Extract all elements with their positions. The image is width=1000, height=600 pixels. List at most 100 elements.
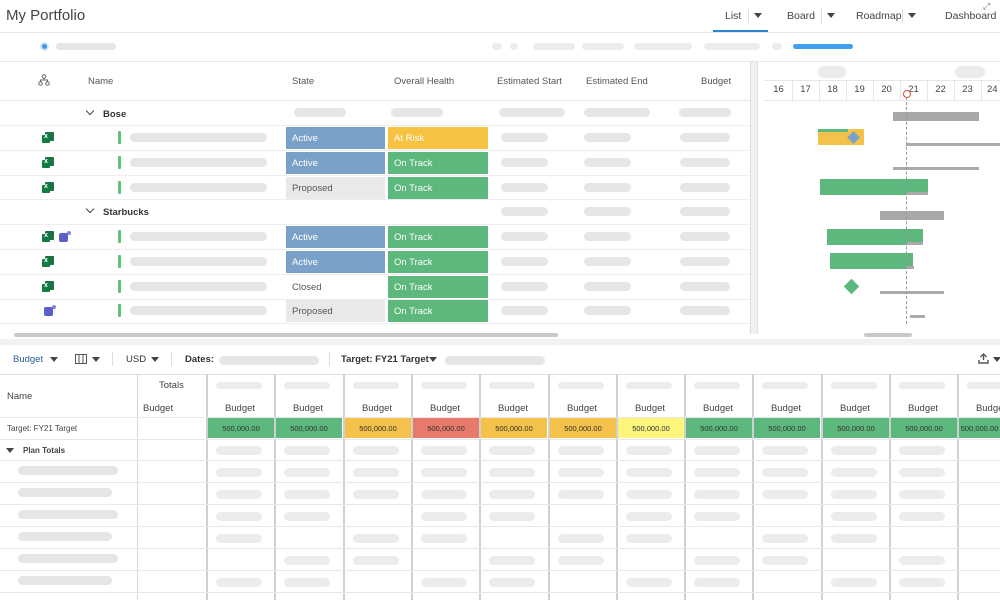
value-placeholder[interactable] <box>626 446 672 455</box>
expand-icon[interactable]: ⤢ <box>983 1 991 11</box>
row-name-placeholder[interactable] <box>130 133 267 142</box>
value-placeholder[interactable] <box>899 578 945 587</box>
column-header-health[interactable]: Overall Health <box>394 76 455 87</box>
toolbar-placeholder[interactable] <box>704 43 760 50</box>
value-placeholder[interactable] <box>284 512 330 521</box>
milestone-icon[interactable] <box>843 278 860 295</box>
value-placeholder[interactable] <box>489 446 535 455</box>
section-splitter[interactable] <box>0 339 1000 345</box>
column-header-end[interactable]: Estimated End <box>586 76 648 87</box>
value-placeholder[interactable] <box>899 512 945 521</box>
add-icon[interactable] <box>40 42 49 51</box>
value-placeholder[interactable] <box>353 446 399 455</box>
value-placeholder[interactable] <box>899 490 945 499</box>
task-bar-thin[interactable] <box>880 291 944 294</box>
value-placeholder[interactable] <box>353 534 399 543</box>
task-bar-thin[interactable] <box>906 242 923 245</box>
list-view-dropdown[interactable] <box>748 9 764 23</box>
state-cell[interactable]: Active <box>286 251 385 273</box>
value-placeholder[interactable] <box>216 578 262 587</box>
value-placeholder[interactable] <box>831 578 877 587</box>
value-placeholder[interactable] <box>558 490 604 499</box>
value-placeholder[interactable] <box>421 534 467 543</box>
value-placeholder[interactable] <box>626 512 672 521</box>
target-value-cell[interactable]: 500,000.00 <box>276 418 342 438</box>
value-placeholder[interactable] <box>489 556 535 565</box>
health-cell[interactable]: On Track <box>388 226 488 248</box>
value-placeholder[interactable] <box>421 578 467 587</box>
state-cell[interactable]: Active <box>286 127 385 149</box>
toolbar-placeholder[interactable] <box>582 43 624 50</box>
value-placeholder[interactable] <box>694 556 740 565</box>
row-name-placeholder[interactable] <box>130 232 267 241</box>
row-name-placeholder[interactable] <box>130 257 267 266</box>
health-cell[interactable]: On Track <box>388 177 488 199</box>
roadmap-view-dropdown[interactable] <box>902 9 918 23</box>
row-name-placeholder[interactable] <box>130 183 267 192</box>
task-bar-thin[interactable] <box>906 192 928 195</box>
budget-view-selector[interactable]: Budget <box>13 354 44 365</box>
value-placeholder[interactable] <box>353 490 399 499</box>
value-placeholder[interactable] <box>626 490 672 499</box>
value-placeholder[interactable] <box>762 534 808 543</box>
tab-roadmap[interactable]: Roadmap <box>856 10 902 22</box>
group-summary-bar[interactable] <box>893 112 979 121</box>
value-placeholder[interactable] <box>216 446 262 455</box>
collapse-chevron-icon[interactable] <box>86 108 95 117</box>
value-placeholder[interactable] <box>284 490 330 499</box>
row-name-placeholder[interactable] <box>18 510 118 519</box>
value-placeholder[interactable] <box>694 490 740 499</box>
currency-selector[interactable]: USD <box>126 354 147 365</box>
state-cell[interactable]: Closed <box>292 282 322 293</box>
value-placeholder[interactable] <box>489 512 535 521</box>
date-range-input[interactable] <box>219 356 319 365</box>
value-placeholder[interactable] <box>626 578 672 587</box>
toolbar-placeholder[interactable] <box>533 43 575 50</box>
value-placeholder[interactable] <box>489 468 535 477</box>
value-placeholder[interactable] <box>694 468 740 477</box>
state-cell[interactable]: Proposed <box>286 177 385 199</box>
value-placeholder[interactable] <box>831 512 877 521</box>
value-placeholder[interactable] <box>558 468 604 477</box>
value-placeholder[interactable] <box>421 468 467 477</box>
value-placeholder[interactable] <box>284 556 330 565</box>
column-header-name[interactable]: Name <box>88 76 114 87</box>
target-value-cell[interactable]: 500,000.00 <box>959 418 1000 438</box>
value-placeholder[interactable] <box>421 512 467 521</box>
row-name-placeholder[interactable] <box>130 282 267 291</box>
toolbar-placeholder[interactable] <box>634 43 692 50</box>
value-placeholder[interactable] <box>284 446 330 455</box>
health-cell[interactable]: On Track <box>388 152 488 174</box>
chevron-down-icon[interactable] <box>429 357 437 362</box>
value-placeholder[interactable] <box>831 468 877 477</box>
collapse-chevron-icon[interactable] <box>86 206 95 215</box>
value-placeholder[interactable] <box>353 468 399 477</box>
health-cell[interactable]: On Track <box>388 251 488 273</box>
row-name-placeholder[interactable] <box>18 466 118 475</box>
value-placeholder[interactable] <box>694 512 740 521</box>
value-placeholder[interactable] <box>899 468 945 477</box>
value-placeholder[interactable] <box>626 534 672 543</box>
target-value-cell[interactable]: 500,000.00 <box>413 418 479 438</box>
state-cell[interactable]: Active <box>286 226 385 248</box>
health-cell[interactable]: At Risk <box>388 127 488 149</box>
toolbar-placeholder[interactable] <box>492 43 502 50</box>
target-value-cell[interactable]: 500,000.00 <box>345 418 411 438</box>
row-name-placeholder[interactable] <box>18 488 112 497</box>
value-placeholder[interactable] <box>489 578 535 587</box>
task-bar[interactable] <box>830 253 913 269</box>
column-header-state[interactable]: State <box>292 76 315 87</box>
value-placeholder[interactable] <box>216 468 262 477</box>
value-placeholder[interactable] <box>762 490 808 499</box>
task-bar[interactable] <box>820 179 928 195</box>
value-placeholder[interactable] <box>421 446 467 455</box>
tab-board[interactable]: Board <box>787 10 816 22</box>
value-placeholder[interactable] <box>216 534 262 543</box>
collapse-triangle-icon[interactable] <box>6 448 14 453</box>
toolbar-placeholder[interactable] <box>772 43 782 50</box>
row-name-placeholder[interactable] <box>18 554 118 563</box>
gantt-horizontal-scrollbar[interactable] <box>864 333 912 337</box>
value-placeholder[interactable] <box>899 556 945 565</box>
value-placeholder[interactable] <box>694 446 740 455</box>
row-name-placeholder[interactable] <box>130 306 267 315</box>
